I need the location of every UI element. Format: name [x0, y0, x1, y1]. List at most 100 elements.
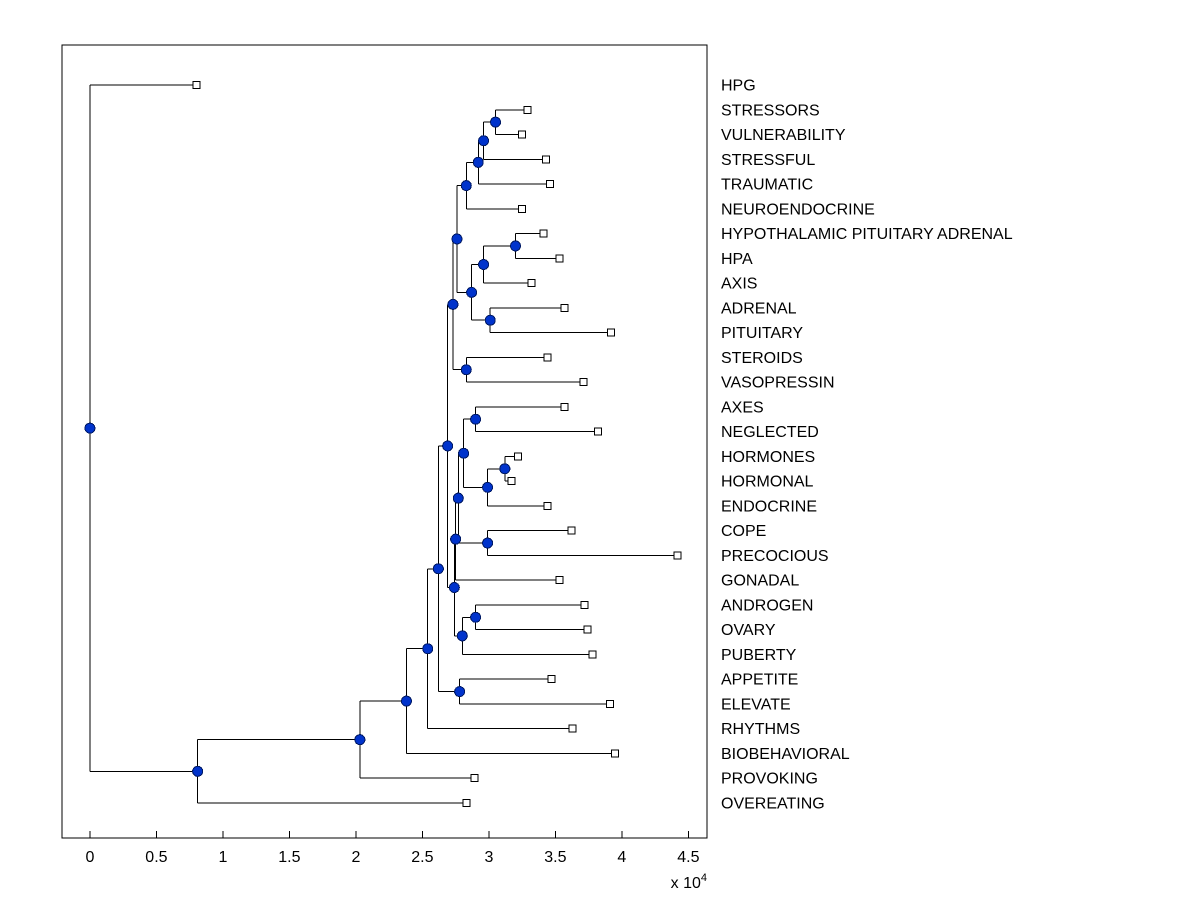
cluster-node-marker	[354, 734, 366, 746]
cluster-node-marker	[466, 286, 478, 298]
x-tick-label: 3	[484, 849, 493, 866]
leaf-marker	[560, 303, 569, 312]
cluster-node-marker	[460, 364, 472, 376]
leaf-marker	[568, 724, 577, 733]
leaf-label: ENDOCRINE	[721, 498, 817, 515]
leaf-label: COPE	[721, 523, 766, 540]
x-tick-label: 3.5	[544, 849, 566, 866]
leaf-label: HPG	[721, 78, 756, 95]
leaf-label: ADRENAL	[721, 300, 797, 317]
cluster-node-marker	[460, 180, 472, 192]
leaf-marker	[523, 105, 532, 114]
leaf-marker	[579, 378, 588, 387]
cluster-node-marker	[470, 611, 482, 623]
leaf-marker	[462, 799, 471, 807]
leaf-label: ELEVATE	[721, 696, 791, 713]
cluster-node-marker	[472, 156, 484, 168]
leaf-marker	[555, 576, 564, 585]
leaf-marker	[514, 452, 523, 461]
cluster-node-marker	[84, 422, 96, 434]
leaf-label: GONADAL	[721, 573, 799, 590]
cluster-node-marker	[454, 686, 466, 698]
cluster-node-marker	[499, 463, 511, 475]
cluster-node-marker	[451, 233, 463, 245]
cluster-node-marker	[484, 314, 496, 326]
x-tick-label: 0	[85, 849, 94, 866]
leaf-label: HPA	[721, 251, 753, 268]
cluster-node-marker	[192, 765, 204, 777]
cluster-node-marker	[447, 298, 459, 310]
leaf-label: HYPOTHALAMIC PITUITARY ADRENAL	[721, 226, 1013, 243]
cluster-node-marker	[490, 116, 502, 128]
cluster-node-marker	[509, 240, 521, 252]
cluster-node-marker	[400, 695, 412, 707]
leaf-marker	[607, 328, 616, 337]
cluster-node-marker	[482, 537, 494, 549]
cluster-node-marker	[422, 643, 434, 655]
x-tick-label: 1.5	[278, 849, 300, 866]
leaf-marker	[192, 81, 201, 89]
leaf-label: HORMONAL	[721, 474, 814, 491]
leaf-label: PUBERTY	[721, 647, 797, 664]
cluster-node-marker	[442, 440, 454, 452]
leaf-marker	[580, 600, 589, 609]
leaf-marker	[560, 402, 569, 411]
leaf-label: AXES	[721, 399, 764, 416]
axis-multiplier-label: x 104	[671, 872, 707, 892]
leaf-marker	[546, 180, 555, 189]
cluster-node-marker	[470, 413, 482, 425]
cluster-node-marker	[482, 481, 494, 493]
x-tick-label: 0.5	[145, 849, 167, 866]
cluster-node-marker	[452, 492, 464, 504]
cluster-node-marker	[456, 630, 468, 642]
leaf-label: STEROIDS	[721, 350, 803, 367]
leaf-marker	[555, 254, 564, 263]
plot-border	[61, 44, 708, 839]
x-tick-label: 1	[218, 849, 227, 866]
leaf-label: PRECOCIOUS	[721, 548, 829, 565]
leaf-label: BIOBEHAVIORAL	[721, 746, 850, 763]
leaf-marker	[539, 229, 548, 238]
leaf-label: NEUROENDOCRINE	[721, 201, 875, 218]
x-tick-label: 4	[617, 849, 626, 866]
leaf-label: ANDROGEN	[721, 597, 813, 614]
cluster-node-marker	[478, 135, 490, 147]
leaf-label: OVEREATING	[721, 796, 825, 813]
leaf-label: AXIS	[721, 276, 757, 293]
leaf-marker	[593, 427, 602, 436]
x-tick-label: 2	[351, 849, 360, 866]
leaf-marker	[527, 279, 536, 288]
leaf-label: TRAUMATIC	[721, 177, 813, 194]
cluster-node-marker	[432, 563, 444, 575]
leaf-label: VASOPRESSIN	[721, 375, 835, 392]
leaf-marker	[588, 650, 597, 659]
leaf-marker	[507, 477, 516, 486]
cluster-node-marker	[478, 259, 490, 270]
leaf-label: NEGLECTED	[721, 424, 819, 441]
leaf-marker	[543, 353, 552, 362]
leaf-marker	[543, 501, 552, 510]
leaf-marker	[673, 551, 682, 560]
leaf-marker	[518, 204, 527, 213]
leaf-label: RHYTHMS	[721, 721, 800, 738]
leaf-marker	[611, 749, 620, 758]
leaf-marker	[518, 130, 527, 139]
leaf-marker	[605, 699, 614, 708]
leaf-marker	[547, 675, 556, 684]
x-tick-label: 2.5	[411, 849, 433, 866]
leaf-label: PITUITARY	[721, 325, 803, 342]
leaf-marker	[567, 526, 576, 535]
leaf-label: PROVOKING	[721, 771, 818, 788]
leaf-label: HORMONES	[721, 449, 815, 466]
leaf-label: STRESSFUL	[721, 152, 815, 169]
cluster-node-marker	[458, 447, 470, 459]
leaf-marker	[470, 774, 479, 783]
leaf-marker	[583, 625, 592, 634]
cluster-node-marker	[448, 582, 460, 594]
leaf-label: OVARY	[721, 622, 776, 639]
cluster-node-marker	[450, 533, 462, 545]
leaf-marker	[542, 155, 551, 164]
